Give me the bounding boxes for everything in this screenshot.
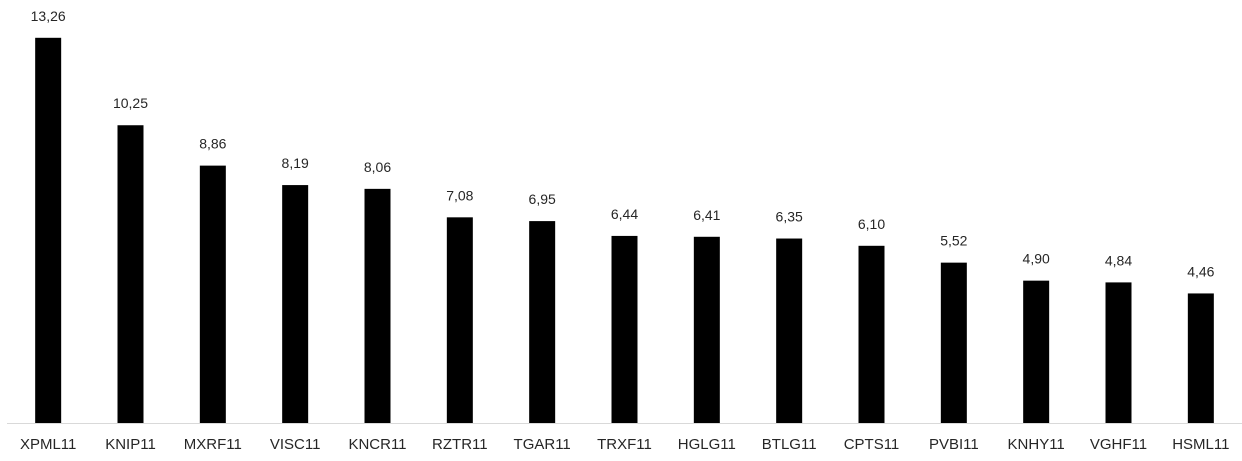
value-label: 13,26: [31, 8, 66, 24]
category-label: RZTR11: [432, 436, 488, 453]
bar-hglg11: [693, 236, 720, 423]
value-label: 10,25: [113, 95, 148, 111]
category-label: PVBI11: [929, 436, 979, 453]
category-label: XPML11: [20, 436, 76, 453]
bars-group: [35, 37, 1214, 424]
value-labels-group: 13,26 10,25 8,86 8,19 8,06 7,08 6,95 6,44 6,41 6,…: [31, 8, 1215, 280]
category-label: HSML11: [1172, 436, 1229, 453]
category-label: VISC11: [270, 436, 321, 453]
value-label: 7,08: [446, 187, 473, 203]
category-label: MXRF11: [184, 436, 242, 453]
bar-xpml11: [35, 37, 62, 424]
category-label: BTLG11: [762, 436, 817, 453]
bar-trxf11: [611, 235, 638, 423]
bar-knip11: [117, 125, 144, 424]
bar-cpts11: [858, 245, 885, 423]
bar-pvbi11: [940, 262, 967, 423]
value-label: 4,90: [1023, 251, 1050, 267]
value-label: 4,46: [1187, 263, 1214, 279]
value-label: 6,41: [693, 207, 720, 223]
value-label: 6,10: [858, 216, 885, 232]
bar-rztr11: [446, 217, 473, 423]
value-label: 6,35: [776, 209, 803, 225]
bar-tgar11: [529, 221, 556, 423]
value-label: 5,52: [940, 233, 967, 249]
category-labels-group: XPML11 KNIP11 MXRF11 VISC11 KNCR11 RZTR11 TGAR…: [20, 436, 1229, 453]
bar-visc11: [282, 185, 309, 423]
category-label: TGAR11: [514, 436, 571, 453]
category-label: KNIP11: [105, 436, 156, 453]
value-label: 8,86: [199, 136, 226, 152]
category-label: KNCR11: [348, 436, 406, 453]
category-label: KNHY11: [1008, 436, 1065, 453]
bar-mxrf11: [199, 165, 226, 423]
category-label: HGLG11: [678, 436, 736, 453]
bar-btlg11: [776, 238, 803, 423]
bar-vghf11: [1105, 282, 1132, 423]
bar-kncr11: [364, 188, 391, 423]
category-label: CPTS11: [844, 436, 900, 453]
value-label: 8,19: [282, 155, 309, 171]
value-label: 8,06: [364, 159, 391, 175]
value-label: 6,44: [611, 206, 638, 222]
bar-hsml11: [1187, 293, 1214, 423]
bar-knhy11: [1023, 280, 1050, 423]
category-label: TRXF11: [597, 436, 652, 453]
value-label: 4,84: [1105, 252, 1132, 268]
category-label: VGHF11: [1090, 436, 1147, 453]
value-label: 6,95: [529, 191, 556, 207]
